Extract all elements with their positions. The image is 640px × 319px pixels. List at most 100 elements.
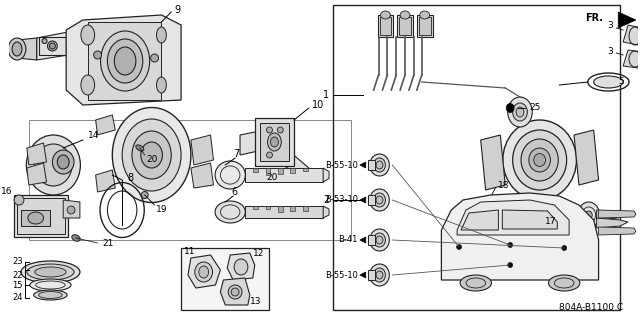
Polygon shape [598, 227, 636, 235]
Polygon shape [623, 25, 640, 45]
Text: B-55-10: B-55-10 [325, 160, 358, 169]
Ellipse shape [42, 39, 47, 43]
Ellipse shape [26, 135, 81, 195]
Ellipse shape [231, 288, 239, 296]
Bar [303, 168, 308, 171]
Bar [266, 206, 270, 209]
Polygon shape [598, 210, 636, 218]
Polygon shape [220, 278, 250, 305]
Bar [253, 206, 258, 209]
Polygon shape [481, 135, 505, 190]
Ellipse shape [58, 155, 69, 169]
Ellipse shape [486, 205, 495, 215]
Ellipse shape [72, 235, 80, 241]
Polygon shape [227, 253, 255, 280]
Ellipse shape [529, 148, 550, 172]
Bar [29, 120, 351, 240]
Ellipse shape [141, 142, 163, 168]
Ellipse shape [261, 170, 268, 176]
Ellipse shape [215, 161, 245, 189]
Ellipse shape [30, 279, 71, 291]
Text: FR.: FR. [586, 13, 604, 23]
Text: 14: 14 [88, 131, 99, 140]
Polygon shape [360, 197, 366, 203]
Bar [378, 15, 393, 37]
Bar [245, 168, 323, 182]
Polygon shape [63, 200, 80, 218]
Bar [88, 22, 161, 100]
Bar [397, 15, 413, 37]
Bar [291, 206, 295, 211]
Polygon shape [17, 38, 36, 60]
Ellipse shape [374, 268, 385, 282]
Ellipse shape [215, 201, 245, 223]
Ellipse shape [460, 275, 492, 291]
Text: 804A-B1100 C: 804A-B1100 C [559, 303, 623, 313]
Ellipse shape [376, 196, 383, 204]
Ellipse shape [376, 161, 383, 169]
Ellipse shape [508, 263, 513, 268]
Text: 6: 6 [231, 187, 237, 197]
Ellipse shape [100, 31, 150, 91]
Bar [17, 198, 65, 234]
Bar [245, 206, 323, 218]
Ellipse shape [516, 107, 524, 117]
Bar [291, 168, 295, 173]
Text: 5: 5 [618, 78, 624, 86]
Ellipse shape [586, 211, 592, 219]
Text: 21: 21 [102, 239, 114, 248]
Text: 2: 2 [323, 195, 330, 205]
Text: B-41: B-41 [339, 235, 358, 244]
Ellipse shape [277, 127, 284, 133]
Polygon shape [502, 210, 557, 229]
Text: 25: 25 [530, 103, 541, 113]
Ellipse shape [506, 103, 514, 113]
Ellipse shape [420, 11, 429, 19]
Bar [278, 206, 283, 211]
Bar [368, 235, 374, 245]
Ellipse shape [477, 196, 504, 224]
Polygon shape [360, 162, 366, 168]
Ellipse shape [195, 262, 212, 282]
Ellipse shape [521, 139, 558, 181]
Polygon shape [360, 237, 366, 243]
Bar [368, 195, 374, 205]
Ellipse shape [578, 202, 600, 228]
Bar [368, 270, 374, 280]
Ellipse shape [228, 285, 242, 299]
Ellipse shape [38, 292, 62, 299]
Ellipse shape [513, 130, 566, 190]
Ellipse shape [47, 41, 58, 51]
Polygon shape [27, 163, 47, 185]
Bar [266, 168, 270, 175]
Ellipse shape [534, 153, 545, 167]
Text: 24: 24 [12, 293, 23, 302]
Text: 23: 23 [12, 257, 23, 266]
Ellipse shape [381, 11, 390, 19]
Text: 13: 13 [250, 298, 261, 307]
Ellipse shape [548, 275, 580, 291]
Ellipse shape [234, 259, 248, 275]
Polygon shape [618, 12, 636, 28]
Polygon shape [442, 193, 598, 280]
Ellipse shape [34, 290, 67, 300]
Ellipse shape [562, 246, 566, 250]
Polygon shape [191, 163, 214, 188]
Text: 12: 12 [253, 249, 264, 257]
Bar [333, 5, 620, 310]
Polygon shape [240, 130, 308, 180]
Text: 10: 10 [312, 100, 324, 110]
Ellipse shape [150, 54, 159, 62]
Ellipse shape [199, 266, 209, 278]
Polygon shape [360, 272, 366, 278]
Polygon shape [66, 15, 181, 105]
Ellipse shape [370, 154, 389, 176]
Ellipse shape [370, 229, 389, 251]
Ellipse shape [49, 43, 55, 49]
Ellipse shape [81, 25, 95, 45]
Bar [260, 123, 289, 161]
Ellipse shape [508, 97, 532, 127]
Ellipse shape [508, 242, 513, 248]
Polygon shape [95, 170, 115, 192]
Ellipse shape [157, 27, 166, 43]
